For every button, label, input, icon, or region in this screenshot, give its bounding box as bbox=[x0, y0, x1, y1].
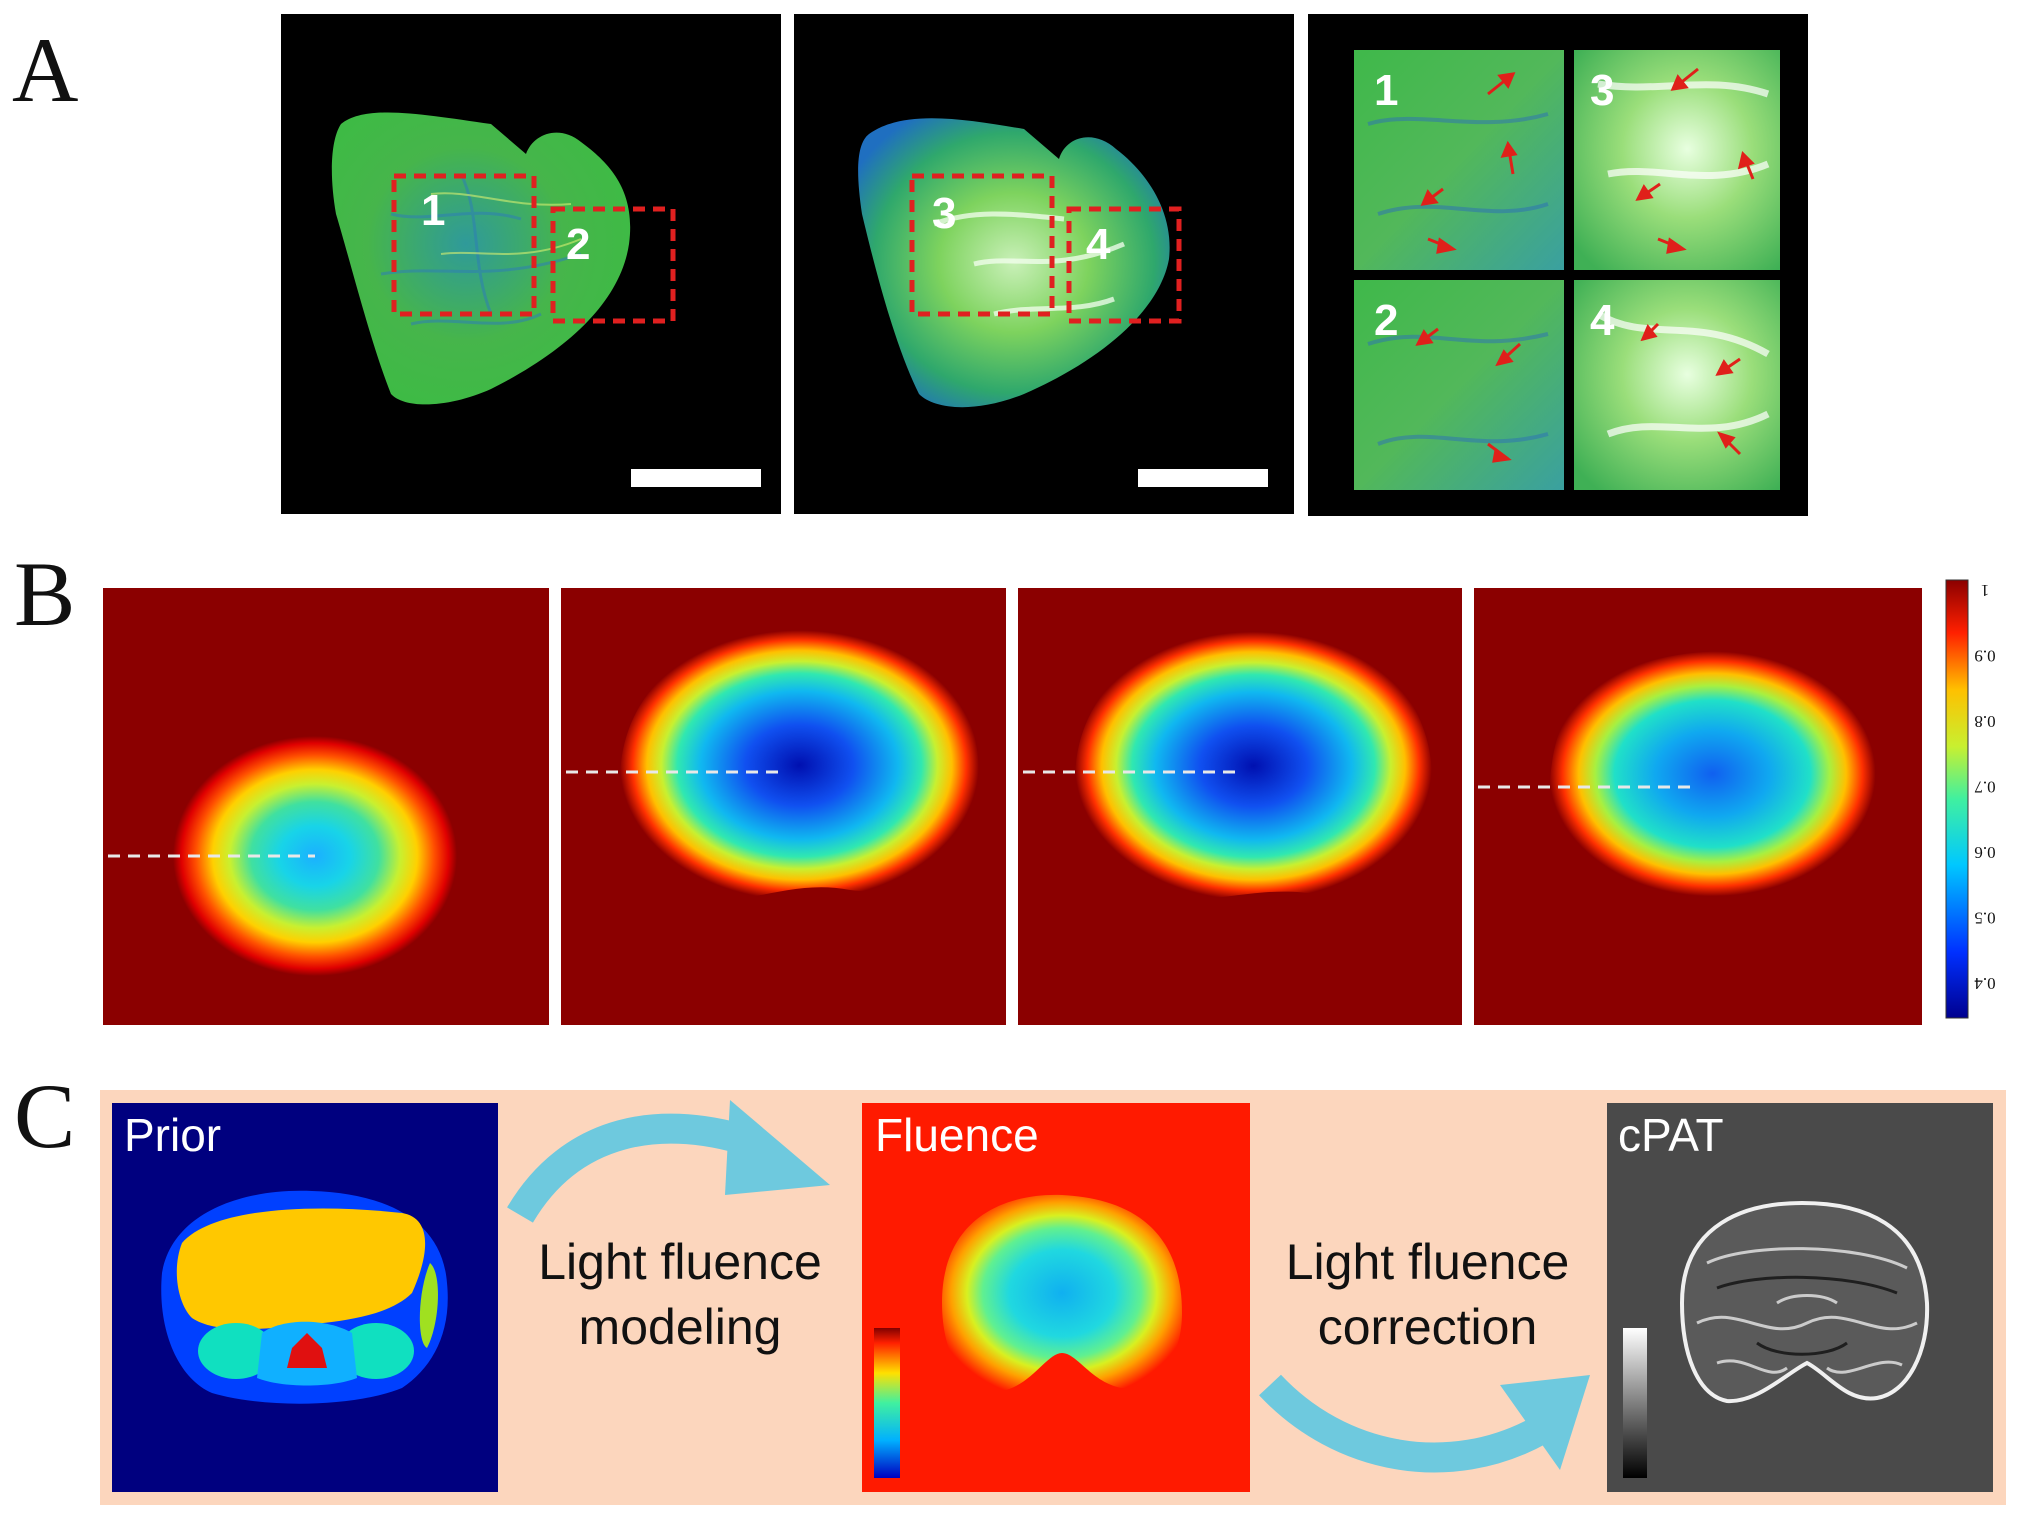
roi-label: 2 bbox=[566, 220, 591, 269]
fluence-colorbar bbox=[874, 1328, 900, 1478]
cpat-title: cPAT bbox=[1618, 1109, 1724, 1161]
modeling-label-line1: Light fluence bbox=[538, 1234, 822, 1290]
scale-bar bbox=[631, 469, 761, 487]
panel-label-b: B bbox=[14, 543, 76, 645]
modeling-arrow bbox=[507, 1100, 830, 1223]
fluence-image bbox=[862, 1103, 1250, 1492]
zoom-label: 1 bbox=[1374, 66, 1399, 115]
roi-label: 1 bbox=[421, 186, 446, 235]
colorbar bbox=[1945, 579, 1969, 1019]
red-arrow bbox=[1640, 322, 1660, 342]
fluence-blob-3 bbox=[1075, 631, 1432, 900]
red-arrow bbox=[1420, 187, 1444, 206]
panel-a-image-1: 1 2 bbox=[281, 14, 781, 514]
colorbar-tick-label: 0.9 bbox=[1974, 647, 1995, 666]
prior-title: Prior bbox=[124, 1109, 222, 1161]
correction-arrow bbox=[1259, 1374, 1590, 1473]
roi-box-2 bbox=[550, 206, 676, 324]
correction-label-line1: Light fluence bbox=[1285, 1234, 1570, 1290]
red-arrow bbox=[1670, 67, 1699, 91]
roi-label: 3 bbox=[932, 189, 957, 238]
scale-bar bbox=[1138, 469, 1268, 487]
panel-label-a: A bbox=[12, 19, 79, 121]
colorbar-tick-label: 0.7 bbox=[1974, 778, 1996, 797]
roi-label: 4 bbox=[1086, 220, 1111, 269]
red-arrow bbox=[1500, 140, 1518, 175]
colorbar-tick-label: 0.4 bbox=[1974, 974, 1996, 993]
red-arrow bbox=[1415, 327, 1439, 346]
panel-a-zoom-grid: 1 3 2 4 bbox=[1308, 14, 1808, 516]
zoom-label: 2 bbox=[1374, 296, 1399, 345]
red-arrow bbox=[1427, 237, 1457, 254]
colorbar-tick-label: 0.8 bbox=[1974, 712, 1995, 731]
modeling-label-line2: modeling bbox=[578, 1299, 782, 1355]
roi-box-4 bbox=[1066, 206, 1182, 324]
red-arrow bbox=[1495, 342, 1522, 367]
colorbar-tick-label: 0.5 bbox=[1974, 909, 1995, 928]
red-arrow bbox=[1487, 72, 1516, 96]
correction-label-line2: correction bbox=[1317, 1299, 1538, 1355]
cpat-image bbox=[1607, 1103, 1993, 1492]
panel-label-c: C bbox=[14, 1065, 76, 1167]
red-arrow bbox=[1487, 442, 1512, 463]
red-arrow bbox=[1635, 182, 1661, 201]
fluence-title: Fluence bbox=[875, 1109, 1039, 1161]
colorbar-tick-label: 0.6 bbox=[1974, 843, 1995, 862]
fluence-blob-4 bbox=[1549, 651, 1876, 897]
roi-box-1 bbox=[391, 173, 537, 317]
panel-a-image-2: 3 4 bbox=[794, 14, 1294, 514]
modeling-label: Light fluence modeling bbox=[510, 1230, 850, 1360]
fluence-blob-2 bbox=[620, 630, 979, 900]
colorbar-ticks: 1 0.9 0.8 0.7 0.6 0.5 0.4 bbox=[1974, 581, 1996, 993]
zoom-label: 4 bbox=[1590, 296, 1615, 345]
prior-image bbox=[112, 1103, 498, 1492]
red-arrow bbox=[1737, 151, 1755, 180]
red-arrow bbox=[1715, 357, 1741, 376]
zoom-label: 3 bbox=[1590, 66, 1615, 115]
red-arrow bbox=[1717, 431, 1742, 456]
red-arrow bbox=[1657, 237, 1687, 254]
colorbar-tick-label: 1 bbox=[1981, 581, 1990, 600]
roi-box-3 bbox=[909, 173, 1055, 317]
correction-label: Light fluence correction bbox=[1255, 1230, 1600, 1360]
cpat-colorbar bbox=[1623, 1328, 1647, 1478]
